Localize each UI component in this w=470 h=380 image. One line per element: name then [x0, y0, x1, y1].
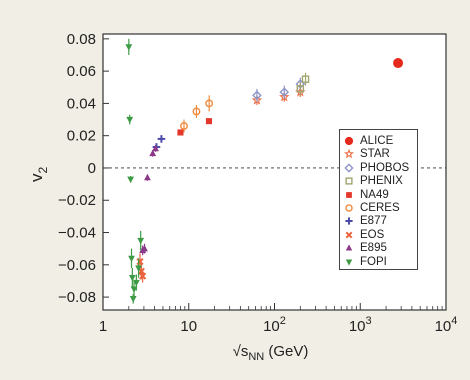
- legend-label: EOS: [360, 228, 385, 241]
- data-point-e895: [144, 173, 151, 181]
- legend-marker: [345, 244, 353, 251]
- data-point-fopi: [128, 248, 135, 269]
- data-point-fopi: [126, 114, 134, 125]
- data-point-fopi: [129, 293, 137, 304]
- legend: ALICE STAR PHOBOS PHENIX NA49 CERES E877 EOS E89…: [339, 129, 418, 270]
- data-point-phobos: [279, 85, 290, 99]
- y-tick-label: −0.04: [58, 225, 96, 242]
- legend-marker: [345, 259, 353, 266]
- legend-label: CERES: [360, 202, 400, 214]
- y-tick-label: 0.04: [67, 95, 96, 112]
- data-point-e895: [141, 243, 148, 254]
- data-point-ceres: [205, 95, 214, 112]
- data-point-e895: [149, 149, 157, 157]
- legend-marker: [345, 217, 353, 225]
- legend-label: FOPI: [360, 255, 387, 268]
- y-tick-label: −0.02: [58, 192, 96, 209]
- data-point-phenix: [296, 82, 305, 96]
- legend-label: E877: [360, 215, 387, 228]
- data-point-fopi: [132, 274, 140, 291]
- y-axis-label: v2: [27, 167, 50, 183]
- legend-marker: [345, 177, 353, 185]
- data-point-phenix: [301, 72, 310, 86]
- y-tick-label: 0.02: [67, 128, 96, 145]
- data-point-e895: [152, 144, 159, 152]
- y-tick-label: 0.06: [67, 63, 96, 80]
- legend-label: NA49: [360, 188, 389, 201]
- data-point-ceres: [180, 119, 188, 133]
- y-tick-label: 0.08: [67, 31, 96, 48]
- legend-marker: [344, 163, 354, 173]
- legend-marker: [345, 231, 353, 239]
- y-tick-label: −0.08: [58, 289, 96, 306]
- data-point-alice: [393, 58, 404, 69]
- x-tick-label: 103: [349, 315, 372, 335]
- y-tick-label: −0.06: [58, 257, 96, 274]
- legend-label: ALICE: [360, 135, 394, 147]
- data-point-fopi: [127, 176, 135, 184]
- legend-marker: [343, 149, 355, 159]
- data-point-fopi: [125, 38, 133, 55]
- data-point-phobos: [252, 88, 262, 102]
- data-point-eos: [139, 269, 147, 283]
- legend-marker: [345, 204, 353, 212]
- x-axis-label: √sNN (GeV): [233, 343, 309, 363]
- data-point-na49: [205, 118, 212, 125]
- data-point-fopi: [130, 280, 138, 298]
- data-point-e877: [157, 135, 166, 143]
- x-tick-label: 104: [435, 315, 458, 335]
- data-point-fopi: [128, 268, 136, 288]
- legend-label: PHOBOS: [360, 161, 410, 174]
- legend-marker: [344, 136, 354, 146]
- legend-marker: [346, 191, 352, 198]
- x-tick-label: 1: [99, 318, 107, 335]
- x-tick-label: 102: [263, 315, 286, 335]
- legend-label: E895: [360, 242, 387, 255]
- data-point-fopi: [135, 258, 143, 278]
- legend-label: STAR: [360, 148, 390, 161]
- data-point-fopi: [137, 230, 145, 251]
- data-point-na49: [177, 129, 184, 136]
- x-tick-label: 10: [180, 318, 197, 335]
- y-tick-label: 0: [88, 160, 96, 177]
- data-point-ceres: [192, 105, 201, 118]
- legend-label: PHENIX: [360, 175, 403, 188]
